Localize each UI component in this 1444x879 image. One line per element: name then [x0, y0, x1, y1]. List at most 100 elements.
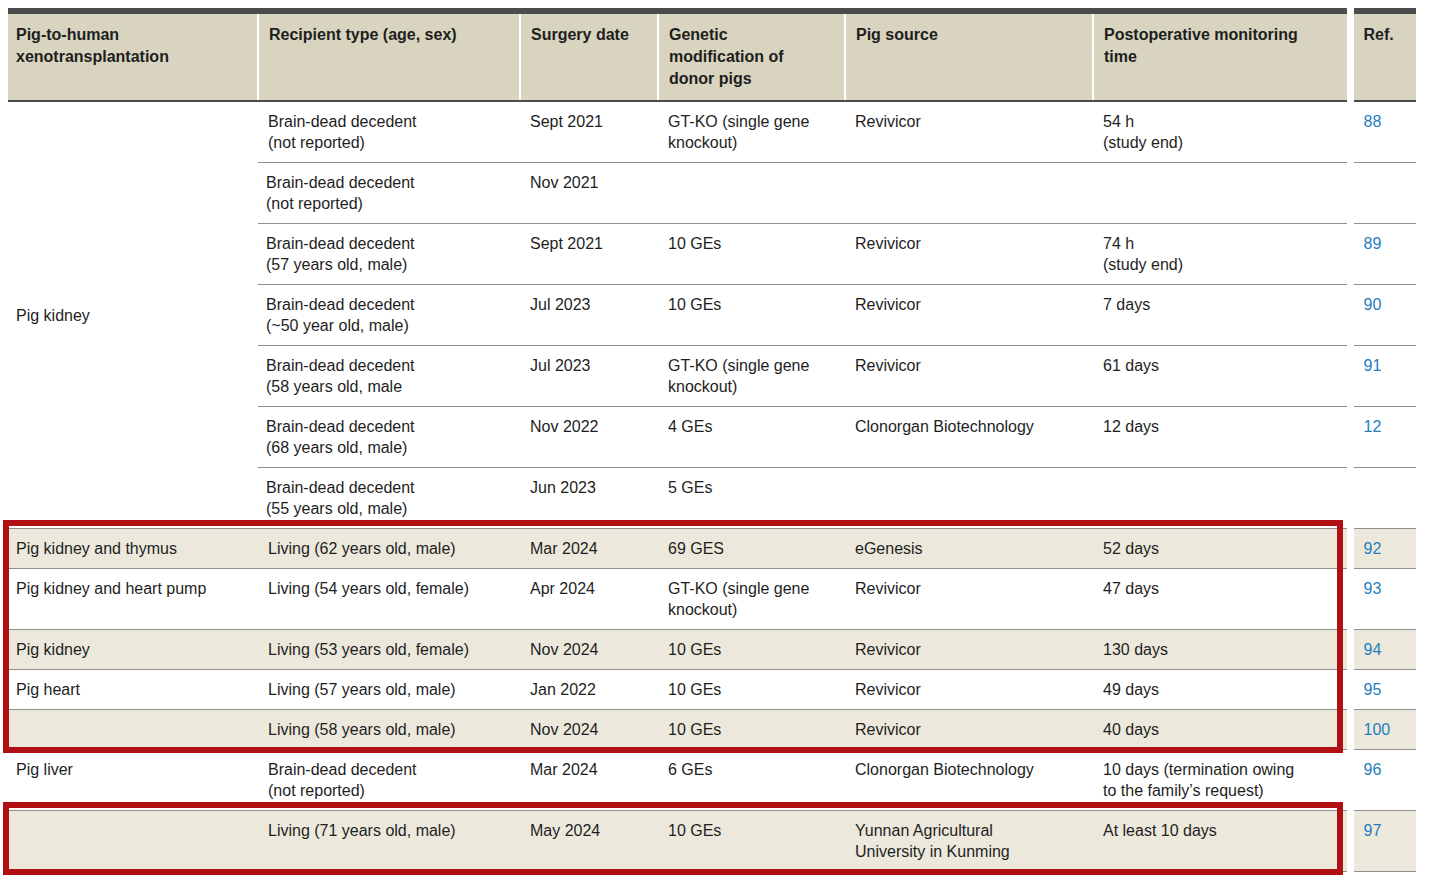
source-cell: Revivicor: [845, 285, 1093, 346]
ref-cell: 97: [1350, 811, 1416, 872]
ref-link[interactable]: 12: [1364, 418, 1382, 435]
monitoring-cell: 47 days: [1093, 569, 1350, 630]
ref-link[interactable]: 100: [1364, 721, 1391, 738]
xenotransplantation-table: Pig-to-human xenotransplantation Recipie…: [8, 8, 1416, 872]
date-cell: Jun 2023: [520, 468, 658, 529]
table-row: Pig kidneyLiving (53 years old, female)N…: [8, 630, 1416, 670]
recipient-cell: Brain-dead decedent (68 years old, male): [258, 407, 520, 468]
date-cell: Nov 2022: [520, 407, 658, 468]
genetic-cell: 10 GEs: [658, 285, 845, 346]
date-cell: Nov 2024: [520, 630, 658, 670]
ref-link[interactable]: 91: [1364, 357, 1382, 374]
ref-link[interactable]: 96: [1364, 761, 1382, 778]
organ-cell: Pig liver: [8, 750, 258, 811]
date-cell: Nov 2024: [520, 710, 658, 750]
table-row: Pig liverBrain-dead decedent (not report…: [8, 750, 1416, 811]
date-cell: May 2024: [520, 811, 658, 872]
table-body: Pig kidney Brain-dead decedent (not repor…: [8, 101, 1416, 872]
header-monitoring-time: Postoperative monitoring time: [1093, 11, 1350, 101]
ref-cell: 100: [1350, 710, 1416, 750]
recipient-cell: Living (58 years old, male): [258, 710, 520, 750]
recipient-cell: Brain-dead decedent (not reported): [258, 750, 520, 811]
date-cell: Nov 2021: [520, 163, 658, 224]
genetic-cell: GT-KO (single gene knockout): [658, 569, 845, 630]
date-cell: Mar 2024: [520, 750, 658, 811]
genetic-cell: GT-KO (single gene knockout): [658, 101, 845, 163]
monitoring-cell: 10 days (termination owing to the family…: [1093, 750, 1350, 811]
header-organ: Pig-to-human xenotransplantation: [8, 11, 258, 101]
genetic-cell: 10 GEs: [658, 710, 845, 750]
ref-link[interactable]: 93: [1364, 580, 1382, 597]
ref-cell: [1350, 163, 1416, 224]
ref-cell: 88: [1350, 101, 1416, 163]
monitoring-cell: 49 days: [1093, 670, 1350, 710]
source-cell: Clonorgan Biotechnology: [845, 407, 1093, 468]
monitoring-cell: At least 10 days: [1093, 811, 1350, 872]
source-cell: Revivicor: [845, 710, 1093, 750]
genetic-cell: 10 GEs: [658, 224, 845, 285]
recipient-cell: Living (54 years old, female): [258, 569, 520, 630]
table-row: Pig kidney and thymusLiving (62 years ol…: [8, 529, 1416, 569]
date-cell: Apr 2024: [520, 569, 658, 630]
page: Pig-to-human xenotransplantation Recipie…: [0, 0, 1444, 879]
ref-link[interactable]: 88: [1364, 113, 1382, 130]
genetic-cell: 10 GEs: [658, 630, 845, 670]
recipient-cell: Living (53 years old, female): [258, 630, 520, 670]
organ-cell: Pig heart: [8, 670, 258, 710]
ref-link[interactable]: 95: [1364, 681, 1382, 698]
source-cell: Yunnan Agricultural University in Kunmin…: [845, 811, 1093, 872]
header-surgery-date: Surgery date: [520, 11, 658, 101]
monitoring-cell: 12 days: [1093, 407, 1350, 468]
genetic-cell: 4 GEs: [658, 407, 845, 468]
source-cell: [845, 163, 1093, 224]
date-cell: Jul 2023: [520, 346, 658, 407]
genetic-cell: GT-KO (single gene knockout): [658, 346, 845, 407]
monitoring-cell: 54 h (study end): [1093, 101, 1350, 163]
ref-cell: 12: [1350, 407, 1416, 468]
recipient-cell: Living (62 years old, male): [258, 529, 520, 569]
ref-cell: 90: [1350, 285, 1416, 346]
monitoring-cell: 130 days: [1093, 630, 1350, 670]
ref-cell: 91: [1350, 346, 1416, 407]
ref-link[interactable]: 89: [1364, 235, 1382, 252]
genetic-cell: 10 GEs: [658, 670, 845, 710]
genetic-cell: [658, 163, 845, 224]
ref-link[interactable]: 92: [1364, 540, 1382, 557]
source-cell: Revivicor: [845, 101, 1093, 163]
recipient-cell: Brain-dead decedent (55 years old, male): [258, 468, 520, 529]
monitoring-cell: 7 days: [1093, 285, 1350, 346]
date-cell: Sept 2021: [520, 224, 658, 285]
table-row: Pig kidney and heart pumpLiving (54 year…: [8, 569, 1416, 630]
source-cell: Revivicor: [845, 569, 1093, 630]
date-cell: Jan 2022: [520, 670, 658, 710]
organ-cell: Pig kidney: [8, 630, 258, 670]
ref-cell: [1350, 468, 1416, 529]
recipient-cell: Brain-dead decedent (~50 year old, male): [258, 285, 520, 346]
table-row: Pig kidneyBrain-dead decedent (not repor…: [8, 101, 1416, 163]
xenotransplantation-table-wrap: Pig-to-human xenotransplantation Recipie…: [0, 0, 1444, 872]
source-cell: Revivicor: [845, 670, 1093, 710]
genetic-cell: 69 GES: [658, 529, 845, 569]
organ-cell: [8, 710, 258, 750]
ref-cell: 92: [1350, 529, 1416, 569]
organ-cell: Pig kidney and heart pump: [8, 569, 258, 630]
ref-cell: 89: [1350, 224, 1416, 285]
header-ref: Ref.: [1350, 11, 1416, 101]
source-cell: Revivicor: [845, 630, 1093, 670]
date-cell: Mar 2024: [520, 529, 658, 569]
monitoring-cell: 74 h (study end): [1093, 224, 1350, 285]
genetic-cell: 5 GEs: [658, 468, 845, 529]
date-cell: Sept 2021: [520, 101, 658, 163]
ref-link[interactable]: 94: [1364, 641, 1382, 658]
recipient-cell: Brain-dead decedent (58 years old, male: [258, 346, 520, 407]
genetic-cell: 10 GEs: [658, 811, 845, 872]
recipient-cell: Brain-dead decedent (57 years old, male): [258, 224, 520, 285]
source-cell: eGenesis: [845, 529, 1093, 569]
ref-link[interactable]: 90: [1364, 296, 1382, 313]
header-pig-source: Pig source: [845, 11, 1093, 101]
source-cell: Clonorgan Biotechnology: [845, 750, 1093, 811]
ref-link[interactable]: 97: [1364, 822, 1382, 839]
monitoring-cell: 52 days: [1093, 529, 1350, 569]
header-genetic-modification: Genetic modification of donor pigs: [658, 11, 845, 101]
ref-cell: 95: [1350, 670, 1416, 710]
